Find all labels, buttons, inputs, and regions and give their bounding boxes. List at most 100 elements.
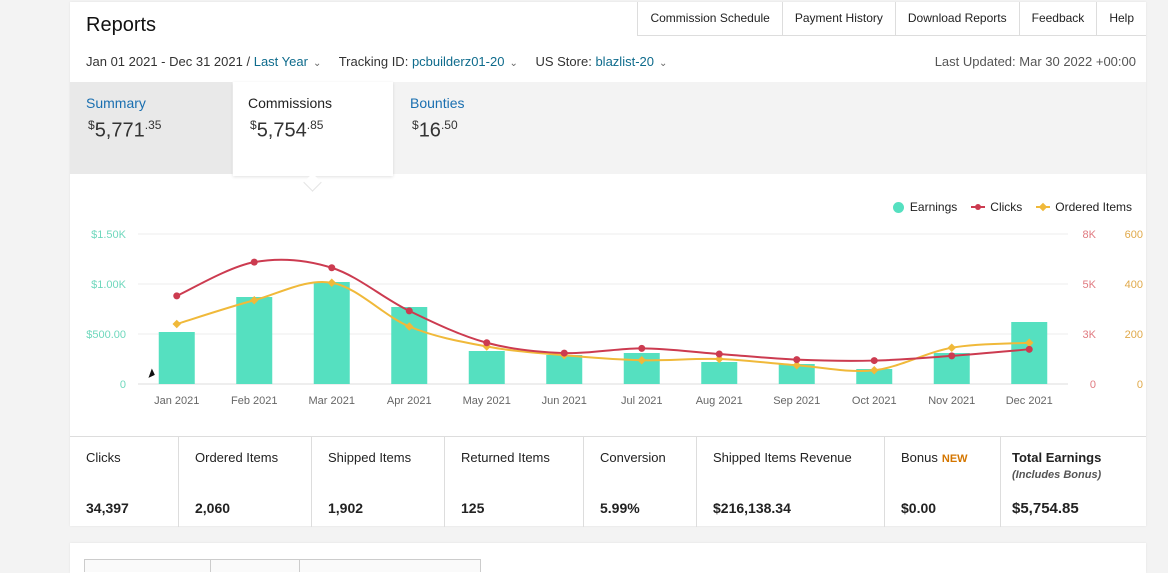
summary-tabs: Summary $5,771.35 Commissions $5,754.85 …: [70, 82, 1146, 176]
earnings-bar: [546, 355, 583, 384]
store-dropdown[interactable]: blazlist-20: [595, 54, 654, 69]
tracking-id-label: Tracking ID:: [338, 54, 409, 69]
ordered-items-point: [327, 278, 336, 287]
y-left-tick-label: $500.00: [86, 329, 126, 341]
nav-payment-history[interactable]: Payment History: [781, 2, 895, 36]
nav-feedback[interactable]: Feedback: [1018, 2, 1097, 36]
chevron-down-icon[interactable]: ⌄: [312, 58, 322, 69]
legend-ordered-label: Ordered Items: [1055, 200, 1132, 214]
ordered-items-point: [1025, 338, 1034, 347]
ordered-items-line: [176, 280, 1030, 373]
legend-clicks[interactable]: Clicks: [971, 200, 1022, 214]
earnings-bar: [856, 369, 893, 384]
stat-value: $216,138.34: [713, 500, 791, 516]
date-separator: /: [246, 54, 251, 69]
stat-label: Shipped Items Revenue: [713, 450, 852, 465]
y-left-tick-label: $1.50K: [91, 229, 127, 241]
next-section-panel: [70, 543, 1146, 573]
stat-value: $5,754.85: [1012, 500, 1079, 517]
ordered-items-point: [870, 366, 879, 375]
stat-value: 1,902: [328, 500, 364, 516]
stat-value: $0.00: [901, 500, 937, 516]
tab-bounties-label: Bounties: [410, 95, 465, 111]
x-tick-label: Jul 2021: [621, 395, 663, 407]
stat-value: 34,397: [86, 500, 129, 516]
x-tick-label: Apr 2021: [387, 395, 432, 407]
stat-label: Conversion: [600, 450, 666, 465]
x-tick-label: Jan 2021: [154, 395, 199, 407]
chevron-down-icon[interactable]: ⌄: [509, 58, 518, 69]
ordered-items-point: [637, 356, 646, 365]
stat-conversion: Conversion 5.99%: [584, 437, 697, 527]
stat-clicks: Clicks 34,397: [70, 437, 179, 527]
y-right-outer-tick-label: 3K: [1083, 329, 1097, 341]
stat-total-earnings: Total Earnings (Includes Bonus) $5,754.8…: [1001, 437, 1146, 527]
earnings-bar: [391, 307, 428, 384]
earnings-bar: [468, 351, 505, 384]
x-tick-label: Aug 2021: [696, 395, 743, 407]
earnings-bar: [701, 362, 738, 384]
stat-label: Shipped Items: [328, 450, 412, 465]
clicks-point: [638, 344, 646, 352]
clicks-point: [250, 258, 258, 266]
x-tick-label: Sep 2021: [773, 395, 820, 407]
stat-shipped-revenue: Shipped Items Revenue $216,138.34: [697, 437, 885, 527]
nav-download-reports[interactable]: Download Reports: [894, 2, 1019, 36]
tab-bounties[interactable]: Bounties $16.50: [394, 82, 594, 174]
ordered-items-point: [947, 343, 956, 352]
tab-summary[interactable]: Summary $5,771.35: [70, 82, 232, 174]
stat-value: 5.99%: [600, 500, 640, 516]
tab-commissions-label: Commissions: [248, 95, 333, 111]
clicks-swatch: [971, 202, 986, 212]
x-tick-label: Nov 2021: [928, 395, 975, 407]
ordered-items-point: [405, 322, 414, 331]
tab-commissions-value: $5,754.85: [250, 118, 324, 142]
bottom-tab[interactable]: [210, 559, 300, 572]
earnings-chart: 0 $500.00 $1.00K $1.50K 0 200 400 600 0 3K 5K 8K Jan…: [86, 229, 1143, 407]
stat-label: Total Earnings: [1012, 450, 1102, 465]
bottom-tab[interactable]: [84, 559, 211, 572]
page-title: Reports: [86, 14, 157, 36]
chevron-down-icon[interactable]: ⌄: [658, 58, 668, 69]
ordered-items-point: [792, 361, 801, 370]
ordered-items-swatch: [1036, 202, 1051, 212]
x-tick-label: Feb 2021: [231, 395, 277, 407]
period-dropdown[interactable]: Last Year: [253, 54, 308, 69]
ordered-items-point: [250, 296, 259, 305]
clicks-point: [328, 264, 336, 272]
earnings-bar: [236, 297, 273, 384]
legend-ordered-items[interactable]: Ordered Items: [1036, 200, 1132, 214]
y-right-inner-tick-label: 600: [1125, 229, 1143, 241]
stat-shipped-items: Shipped Items 1,902: [312, 437, 445, 527]
store-label: US Store:: [535, 54, 592, 69]
legend-earnings-label: Earnings: [909, 200, 958, 214]
clicks-point: [715, 350, 723, 358]
y-left-tick-label: 0: [120, 379, 126, 391]
earnings-bar: [1011, 322, 1048, 384]
stat-sub-label: (Includes Bonus): [1012, 469, 1102, 481]
date-range: Jan 01 2021 - Dec 31 2021: [86, 54, 243, 69]
tab-bounties-value: $16.50: [412, 118, 458, 142]
earnings-bar: [313, 282, 350, 384]
top-nav: Commission Schedule Payment History Down…: [637, 2, 1146, 36]
stat-label: Returned Items: [461, 450, 550, 465]
stat-value: 125: [461, 500, 485, 516]
nav-commission-schedule[interactable]: Commission Schedule: [637, 2, 782, 36]
x-tick-label: Jun 2021: [542, 395, 587, 407]
legend-earnings[interactable]: Earnings: [892, 200, 958, 214]
y-left-tick-label: $1.00K: [91, 279, 127, 291]
x-tick-label: Mar 2021: [309, 395, 355, 407]
legend-clicks-label: Clicks: [990, 200, 1023, 214]
clicks-line: [176, 258, 1030, 362]
clicks-point: [793, 356, 801, 364]
nav-help[interactable]: Help: [1096, 2, 1146, 36]
y-right-outer-tick-label: 5K: [1083, 279, 1097, 291]
bottom-tab[interactable]: [299, 559, 481, 572]
y-right-inner-tick-label: 400: [1125, 279, 1143, 291]
clicks-point: [405, 307, 413, 315]
tracking-id-dropdown[interactable]: pcbuilderz01-20: [411, 54, 505, 69]
clicks-point: [483, 339, 491, 347]
tab-commissions[interactable]: Commissions $5,754.85: [233, 82, 393, 176]
stat-returned-items: Returned Items 125: [445, 437, 584, 527]
reports-panel: Reports Commission Schedule Payment Hist…: [70, 2, 1146, 527]
